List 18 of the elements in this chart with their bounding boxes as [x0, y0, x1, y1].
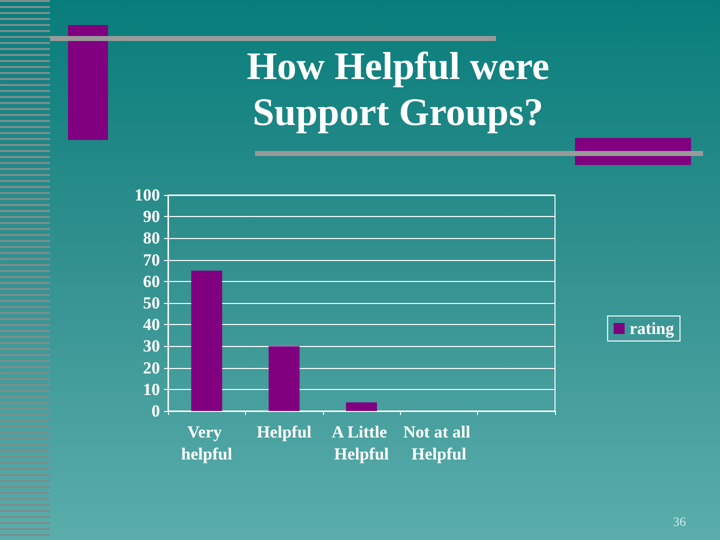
y-tick-label: 20	[143, 358, 160, 378]
x-tick-label: Not at all Helpful	[403, 422, 475, 464]
text: 36	[673, 514, 686, 530]
legend-label: rating	[630, 319, 674, 338]
y-tick-label: 50	[143, 294, 160, 312]
y-tick-label: 100	[134, 186, 160, 204]
y-tick-label: 70	[143, 250, 160, 270]
x-tick-label: A Little Helpful	[332, 422, 392, 464]
x-tick-label: Helpful	[256, 422, 312, 442]
y-tick-label: 0	[152, 402, 160, 420]
y-tick-label: 90	[143, 207, 160, 226]
y-tick-label: 80	[143, 228, 160, 248]
x-tick-label: Very helpful	[181, 422, 232, 464]
y-tick-label: 40	[143, 315, 160, 334]
chart-title: How Helpful were Support Groups?	[246, 44, 550, 136]
y-tick-label: 30	[143, 336, 160, 356]
y-tick-label: 60	[143, 272, 160, 291]
y-tick-label: 10	[143, 380, 160, 399]
